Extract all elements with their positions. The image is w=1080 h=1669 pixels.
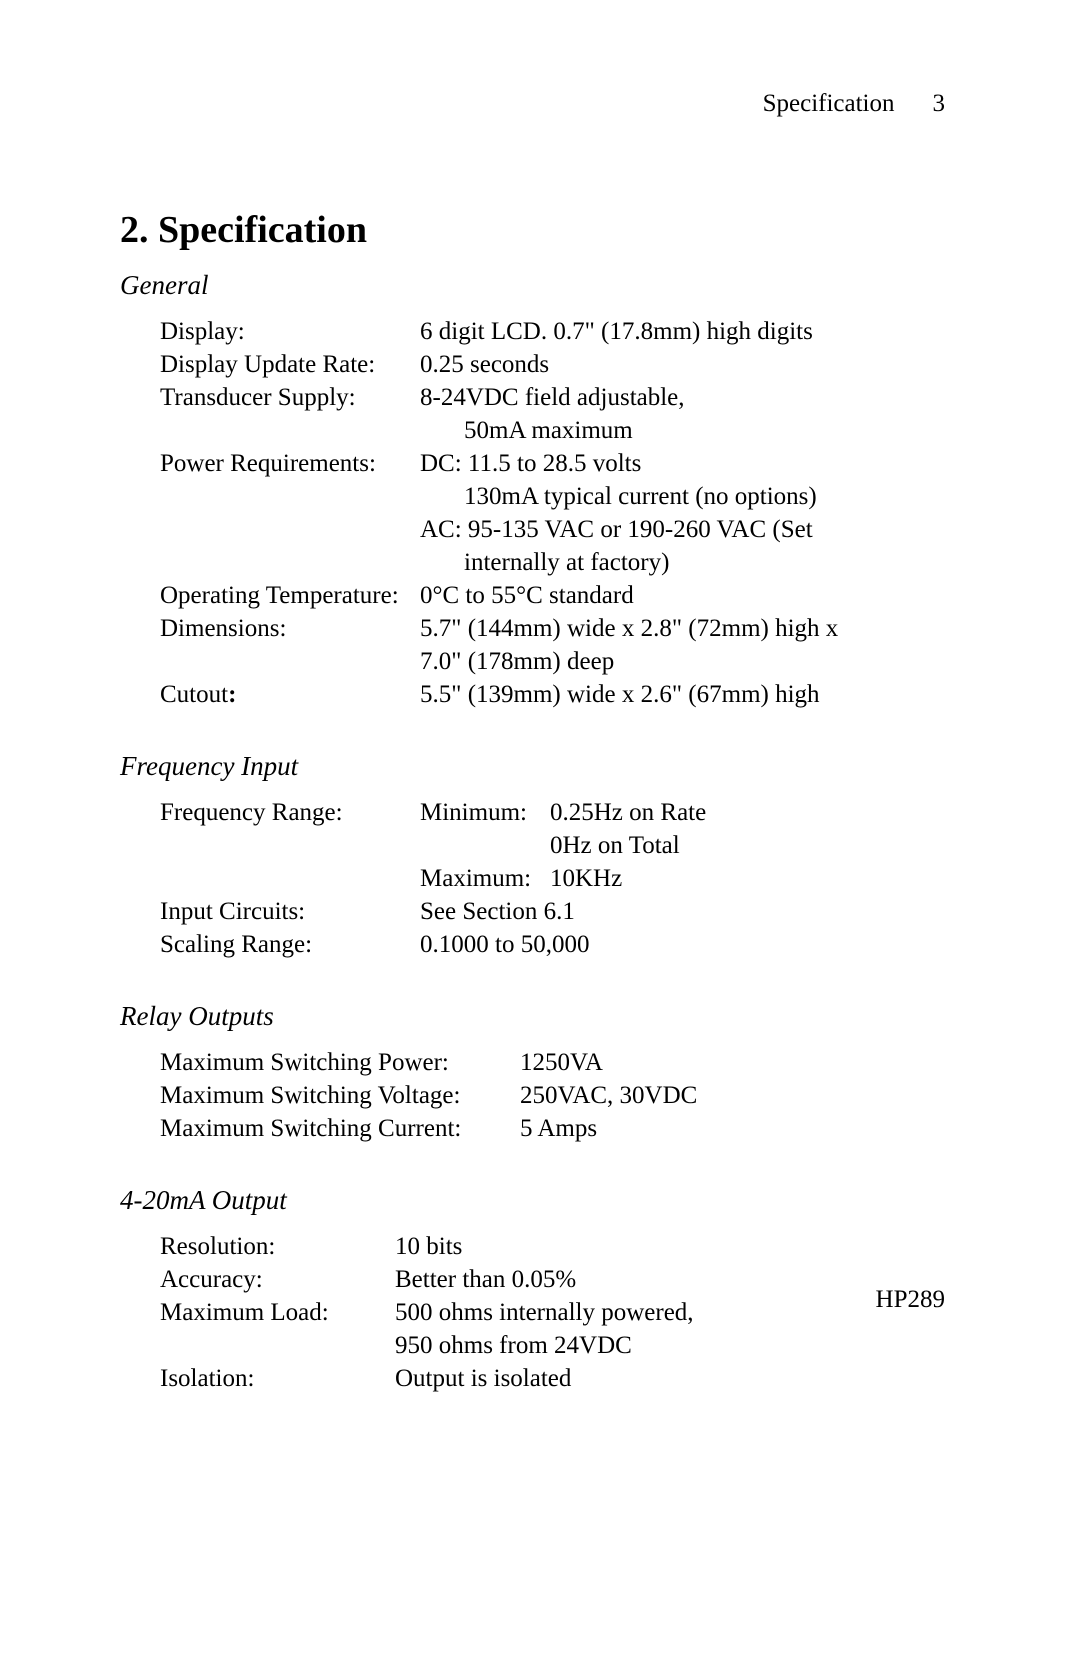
value-scaling: 0.1000 to 50,000 (420, 928, 960, 961)
value-sw-voltage: 250VAC, 30VDC (520, 1079, 697, 1112)
value-min-1: 0.25Hz on Rate (550, 796, 706, 829)
label-max: Maximum: (420, 862, 550, 895)
label-display: Display: (160, 315, 420, 348)
value-sw-current: 5 Amps (520, 1112, 597, 1145)
value-update-rate: 0.25 seconds (420, 348, 960, 381)
label-input-circuits: Input Circuits: (160, 895, 420, 928)
label-isolation: Isolation: (160, 1362, 395, 1395)
value-power-4: internally at factory) (420, 546, 960, 579)
label-maxload: Maximum Load: (160, 1296, 395, 1329)
value-min-2: 0Hz on Total (550, 829, 680, 862)
label-sw-current: Maximum Switching Current: (160, 1112, 520, 1145)
label-transducer: Transducer Supply: (160, 381, 420, 414)
value-power-2: 130mA typical current (no options) (420, 480, 960, 513)
section-relay-heading: Relay Outputs (120, 1001, 960, 1032)
value-accuracy: Better than 0.05% (395, 1263, 576, 1296)
value-resolution: 10 bits (395, 1230, 462, 1263)
section-freq-heading: Frequency Input (120, 751, 960, 782)
section-general: Display: 6 digit LCD. 0.7" (17.8mm) high… (160, 315, 960, 711)
value-maxload-1: 500 ohms internally powered, (395, 1296, 694, 1329)
section-output: Resolution: 10 bits Accuracy: Better tha… (160, 1230, 960, 1395)
section-general-heading: General (120, 270, 960, 301)
value-transducer-1: 8-24VDC field adjustable, (420, 381, 960, 414)
header-page-number: 3 (933, 90, 946, 117)
value-op-temp: 0°C to 55°C standard (420, 579, 960, 612)
page-title: 2. Specification (120, 208, 960, 252)
label-resolution: Resolution: (160, 1230, 395, 1263)
value-input-circuits: See Section 6.1 (420, 895, 960, 928)
section-output-heading: 4-20mA Output (120, 1185, 960, 1216)
value-maxload-2: 950 ohms from 24VDC (395, 1329, 632, 1362)
value-power-1: DC: 11.5 to 28.5 volts (420, 447, 960, 480)
footer-code: HP289 (876, 1286, 945, 1314)
section-relay: Maximum Switching Power: 1250VA Maximum … (160, 1046, 960, 1145)
page-header: Specification 3 (120, 90, 960, 118)
label-power: Power Requirements: (160, 447, 420, 480)
value-dimensions-2: 7.0" (178mm) deep (420, 645, 960, 678)
label-sw-power: Maximum Switching Power: (160, 1046, 520, 1079)
label-min: Minimum: (420, 796, 550, 829)
label-freq-range: Frequency Range: (160, 796, 420, 829)
label-sw-voltage: Maximum Switching Voltage: (160, 1079, 520, 1112)
label-cutout: Cutout: (160, 678, 420, 711)
section-freq: Frequency Range: Minimum: 0.25Hz on Rate… (160, 796, 960, 961)
value-display: 6 digit LCD. 0.7" (17.8mm) high digits (420, 315, 960, 348)
value-cutout: 5.5" (139mm) wide x 2.6" (67mm) high (420, 678, 960, 711)
label-dimensions: Dimensions: (160, 612, 420, 645)
value-max: 10KHz (550, 862, 622, 895)
value-dimensions-1: 5.7" (144mm) wide x 2.8" (72mm) high x (420, 612, 960, 645)
value-isolation: Output is isolated (395, 1362, 571, 1395)
value-power-3: AC: 95-135 VAC or 190-260 VAC (Set (420, 513, 960, 546)
value-transducer-2: 50mA maximum (420, 414, 960, 447)
label-op-temp: Operating Temperature: (160, 579, 420, 612)
value-sw-power: 1250VA (520, 1046, 603, 1079)
label-accuracy: Accuracy: (160, 1263, 395, 1296)
label-update-rate: Display Update Rate: (160, 348, 420, 381)
header-title: Specification (763, 90, 895, 117)
label-scaling: Scaling Range: (160, 928, 420, 961)
